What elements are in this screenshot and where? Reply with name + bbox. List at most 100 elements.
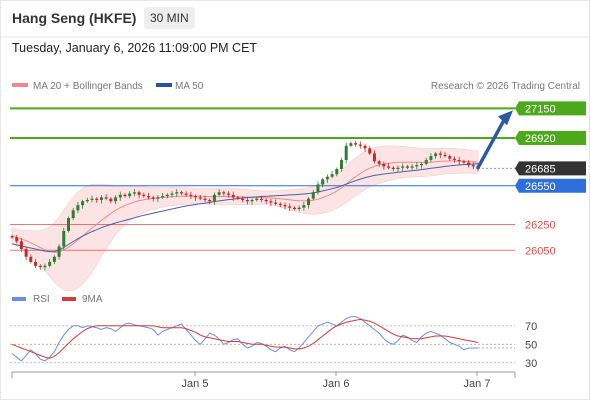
level-label-26250: 26250 — [525, 219, 556, 231]
candle-body — [123, 194, 127, 197]
candle — [401, 163, 405, 172]
candle-body — [66, 218, 70, 231]
candle — [368, 146, 372, 156]
rsi-ma-legend-swatch — [62, 297, 76, 301]
candle — [62, 227, 66, 250]
candle-body — [401, 166, 405, 168]
candle-body — [297, 207, 301, 210]
rsi-legend-swatch — [12, 297, 26, 301]
candle-body — [377, 161, 381, 164]
candle-body — [349, 143, 353, 146]
candle — [123, 193, 127, 198]
candle-body — [151, 197, 155, 199]
candle — [448, 154, 452, 161]
candle-body — [179, 192, 183, 194]
candle — [76, 202, 80, 214]
level-tag-27150 — [515, 101, 586, 116]
candle-body — [38, 265, 42, 268]
candle-body — [95, 198, 99, 200]
candle — [321, 177, 325, 188]
candle — [175, 189, 179, 198]
candle-body — [109, 198, 113, 202]
candle — [71, 207, 75, 221]
x-axis: Jan 5 Jan 6 Jan 7 — [11, 371, 516, 390]
ma20-legend-label: MA 20 + Bollinger Bands — [33, 81, 143, 92]
candle-body — [43, 265, 47, 268]
candle — [438, 151, 442, 159]
candle-body — [236, 197, 240, 199]
candle-body — [194, 196, 198, 198]
candle-body — [354, 143, 358, 145]
candle — [325, 174, 329, 183]
candle — [142, 192, 146, 198]
candles — [10, 140, 480, 271]
level-label-27150: 27150 — [525, 103, 556, 115]
level-tag-26550 — [515, 178, 586, 193]
candle-body — [283, 205, 287, 207]
candle-body — [434, 153, 438, 157]
candle — [165, 193, 169, 199]
candle-body — [57, 246, 61, 257]
candle — [241, 196, 245, 203]
candle-body — [10, 236, 14, 238]
candle — [66, 216, 70, 233]
arrow-head — [498, 110, 513, 126]
bollinger-band-area — [11, 145, 479, 292]
candle-body — [382, 163, 386, 167]
candle-body — [410, 166, 414, 168]
level-tags: 27150 26920 26685 26550 26250 26050 — [515, 101, 586, 257]
candle — [179, 190, 183, 196]
candle-body — [34, 261, 38, 266]
candle — [292, 206, 296, 211]
level-tag-26685 — [515, 161, 586, 176]
rsi-line — [11, 316, 478, 362]
candle-body — [462, 161, 466, 163]
candle — [307, 197, 311, 209]
candle — [269, 198, 273, 207]
candle-body — [241, 198, 245, 200]
candle — [137, 190, 141, 199]
candle-body — [48, 261, 52, 266]
candle — [452, 156, 456, 163]
candle-body — [288, 206, 292, 208]
credit-label: Research © 2026 Trading Central — [431, 81, 580, 92]
candle-body — [208, 199, 212, 202]
candle — [335, 167, 339, 177]
candle — [354, 140, 358, 147]
candle — [236, 195, 240, 201]
x-tick-label: Jan 6 — [323, 378, 350, 390]
candle-body — [344, 145, 348, 160]
candle — [184, 191, 188, 198]
candle-body — [321, 179, 325, 185]
candle — [10, 234, 14, 239]
level-label-26920: 26920 — [525, 133, 556, 145]
level-label-26550: 26550 — [525, 181, 556, 193]
candle — [34, 258, 38, 268]
candle-body — [99, 197, 103, 200]
candle-body — [452, 158, 456, 160]
candle — [259, 195, 263, 203]
candle — [264, 198, 268, 205]
candle-body — [363, 145, 367, 149]
candle — [278, 202, 282, 208]
candle — [255, 196, 259, 202]
candle-body — [307, 198, 311, 206]
candle — [52, 255, 56, 265]
candle-body — [189, 194, 193, 197]
candle — [443, 151, 447, 158]
candle — [109, 197, 113, 204]
timeframe-badge[interactable]: 30 MIN — [144, 7, 195, 29]
candle-body — [391, 167, 395, 169]
candle — [29, 254, 33, 264]
candle — [151, 195, 155, 202]
candle — [302, 202, 306, 211]
level-label-26050: 26050 — [525, 245, 556, 257]
candle — [274, 199, 278, 206]
candle-body — [114, 197, 118, 202]
candle-body — [339, 159, 343, 169]
candle — [208, 198, 212, 205]
candle-body — [335, 168, 339, 175]
candle-body — [85, 199, 89, 202]
candle-body — [372, 153, 376, 162]
